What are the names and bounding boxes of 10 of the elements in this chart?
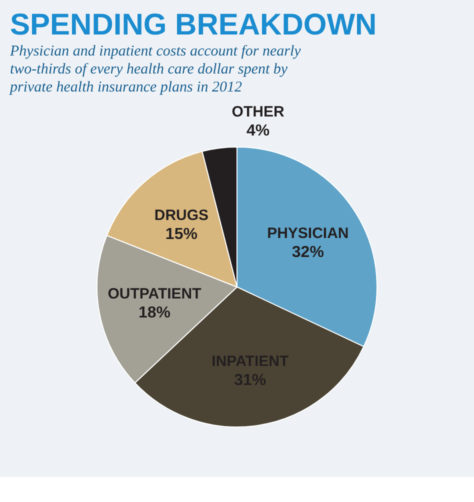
data-label: 15% — [165, 226, 198, 243]
data-label: 4% — [246, 122, 270, 140]
slice-label: OTHER — [232, 103, 284, 120]
chart-title: SPENDING BREAKDOWN — [10, 8, 377, 42]
slice-label: OUTPATIENT — [108, 286, 202, 303]
data-label: 18% — [138, 304, 171, 322]
slice-label: DRUGS — [154, 206, 209, 224]
chart-subtitle: Physician and inpatient costs account for nearly two-thirds of every health care dollar spent by private health insurance plans in 2012 — [9, 43, 302, 96]
slice-label: PHYSICIAN — [267, 224, 349, 242]
data-label: 32% — [292, 244, 324, 261]
